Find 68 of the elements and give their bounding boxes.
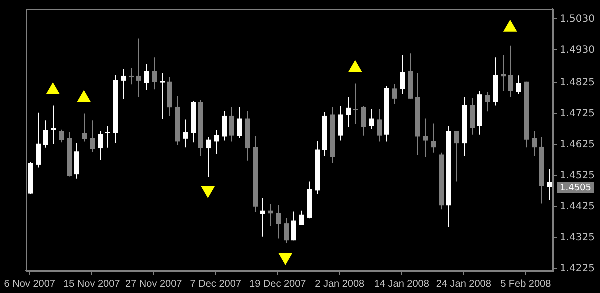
candlestick bbox=[353, 83, 358, 125]
candlestick bbox=[532, 130, 537, 157]
y-tick-label: 1.4625 bbox=[560, 139, 596, 150]
candlestick bbox=[260, 198, 265, 238]
candlestick bbox=[136, 38, 141, 98]
candlestick bbox=[400, 55, 405, 95]
candlestick bbox=[129, 68, 134, 86]
point bbox=[504, 20, 517, 32]
candlestick bbox=[470, 98, 475, 136]
candlestick bbox=[346, 96, 351, 128]
candlestick bbox=[229, 106, 234, 142]
x-tick-label: 15 Nov 2007 bbox=[64, 278, 121, 290]
candlestick bbox=[36, 112, 41, 168]
y-tick-label: 1.4325 bbox=[560, 232, 596, 244]
candlestick bbox=[392, 84, 397, 105]
x-tick-label: 6 Nov 2007 bbox=[4, 278, 56, 290]
candlestick bbox=[431, 123, 436, 154]
x-tick-label: 7 Dec 2007 bbox=[190, 278, 242, 290]
candlestick bbox=[338, 106, 343, 142]
candlestick bbox=[361, 106, 366, 136]
x-tick-label: 19 Dec 2007 bbox=[250, 278, 307, 290]
candlestick bbox=[98, 130, 103, 160]
candlestick bbox=[276, 204, 281, 240]
x-tick-label: 24 Jan 2008 bbox=[436, 278, 492, 290]
candlestick bbox=[214, 130, 219, 155]
candlestick bbox=[237, 106, 242, 139]
candlestick bbox=[105, 126, 110, 148]
point bbox=[279, 253, 292, 265]
candlestick bbox=[90, 120, 95, 154]
candlestick bbox=[222, 110, 227, 142]
candlestick bbox=[43, 120, 48, 148]
x-tick-label: 14 Jan 2008 bbox=[374, 278, 430, 290]
candlestick bbox=[121, 68, 126, 100]
candlestick bbox=[516, 75, 521, 95]
candlestick bbox=[152, 57, 157, 90]
candlestick bbox=[284, 217, 289, 244]
y-tick-label: 1.4725 bbox=[560, 108, 596, 120]
candlestick bbox=[291, 211, 296, 242]
y-tick-label: 1.4425 bbox=[560, 201, 596, 212]
point bbox=[202, 186, 215, 198]
candlestick bbox=[454, 130, 459, 182]
y-tick-label: 1.4930 bbox=[560, 44, 596, 56]
x-tick-label: 5 Feb 2008 bbox=[500, 278, 552, 290]
candlestick bbox=[508, 45, 513, 98]
candlestick bbox=[377, 108, 382, 142]
point bbox=[348, 60, 362, 72]
y-tick-label: 1.4825 bbox=[560, 77, 596, 88]
candlestick bbox=[423, 118, 428, 158]
candlestick bbox=[82, 113, 87, 142]
candlestick bbox=[144, 64, 149, 92]
text: 1.4505 bbox=[560, 183, 592, 194]
candlestick bbox=[485, 92, 490, 112]
y-tick-label: 1.4525 bbox=[560, 170, 596, 182]
candlestick bbox=[299, 210, 304, 226]
x-tick-label: 2 Jan 2008 bbox=[315, 278, 366, 290]
candlestick bbox=[183, 119, 188, 148]
candlestick bbox=[547, 168, 552, 200]
point bbox=[78, 90, 91, 102]
candlestick bbox=[160, 72, 165, 120]
candlestick bbox=[74, 142, 79, 180]
x-tick-label: 27 Nov 2007 bbox=[126, 278, 183, 290]
candlestick bbox=[206, 136, 211, 178]
candlestick bbox=[369, 108, 374, 130]
candlestick bbox=[501, 55, 506, 92]
y-tick-label: 1.4225 bbox=[560, 263, 596, 274]
y-tick-label: 1.5030 bbox=[560, 14, 596, 25]
point bbox=[46, 83, 60, 95]
candlestick bbox=[59, 129, 64, 144]
